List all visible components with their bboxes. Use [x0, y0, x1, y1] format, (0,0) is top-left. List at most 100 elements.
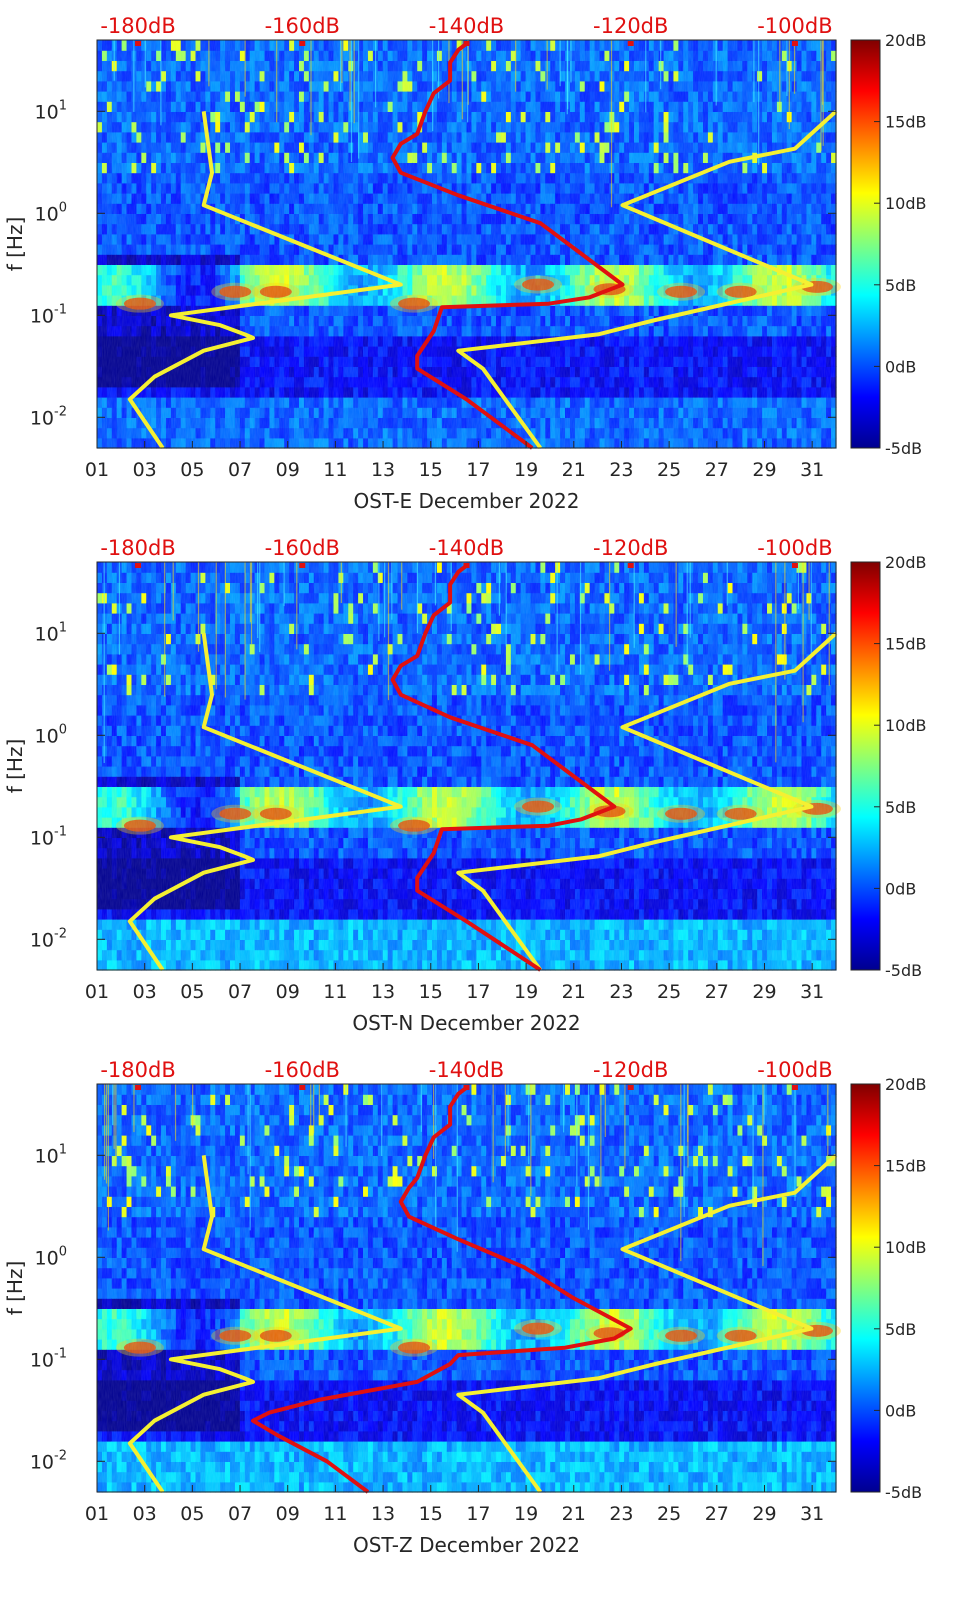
top-db-tick	[463, 41, 470, 46]
top-db-label: -160dB	[265, 1058, 340, 1082]
x-tick-label: 07	[228, 459, 252, 481]
top-db-label: -120dB	[593, 1058, 668, 1082]
x-tick-label: 29	[752, 981, 776, 1003]
top-db-tick	[791, 1085, 798, 1090]
x-tick-label: 31	[800, 459, 824, 481]
x-tick-label: 11	[323, 1503, 347, 1525]
x-tick-label: 29	[752, 459, 776, 481]
top-db-label: -100dB	[757, 14, 832, 38]
x-tick-label: 31	[800, 981, 824, 1003]
colorbar-label: -5dB	[885, 961, 922, 980]
x-tick-label: 03	[133, 459, 157, 481]
x-tick-label: 07	[228, 1503, 252, 1525]
colorbar-label: 15dB	[885, 113, 927, 132]
top-db-label: -100dB	[757, 1058, 832, 1082]
colorbar-label: 15dB	[885, 635, 927, 654]
x-tick-label: 21	[562, 1503, 586, 1525]
y-tick-label: 10-1	[30, 824, 67, 849]
top-db-tick	[627, 41, 634, 46]
colorbar-label: 15dB	[885, 1157, 927, 1176]
y-axis-title: f [Hz]	[3, 1261, 27, 1316]
y-tick-label: 10-2	[30, 1448, 67, 1473]
x-tick-label: 15	[419, 459, 443, 481]
x-tick-label: 19	[514, 981, 538, 1003]
top-db-label: -180dB	[100, 14, 175, 38]
psd-curve-line	[251, 1086, 633, 1494]
colorbar-label: 5dB	[885, 798, 916, 817]
x-tick-label: 17	[466, 981, 490, 1003]
x-axis-title: OST-E December 2022	[354, 489, 580, 513]
top-db-tick	[135, 563, 142, 568]
top-db-tick	[299, 563, 306, 568]
top-db-label: -140dB	[429, 1058, 504, 1082]
x-tick-label: 19	[514, 1503, 538, 1525]
y-tick-label: 10-2	[30, 926, 67, 951]
colorbar-label: 0dB	[885, 879, 916, 898]
x-tick-label: 03	[133, 981, 157, 1003]
colorbar-label: 20dB	[885, 553, 927, 572]
colorbar-label: 0dB	[885, 1401, 916, 1420]
x-tick-label: 23	[609, 1503, 633, 1525]
y-tick-label: 10-1	[30, 1346, 67, 1371]
x-tick-label: 15	[419, 1503, 443, 1525]
x-tick-label: 19	[514, 459, 538, 481]
noise-model-high-line	[456, 1153, 838, 1494]
x-tick-label: 17	[466, 1503, 490, 1525]
plot-frame	[96, 561, 837, 971]
x-tick-label: 07	[228, 981, 252, 1003]
x-tick-label: 29	[752, 1503, 776, 1525]
noise-model-high-line	[456, 631, 838, 972]
x-tick-label: 01	[85, 459, 109, 481]
x-tick-label: 15	[419, 981, 443, 1003]
x-tick-label: 05	[180, 459, 204, 481]
colorbar-label: 5dB	[885, 276, 916, 295]
colorbar-label: -5dB	[885, 1483, 922, 1502]
x-tick-label: 05	[180, 981, 204, 1003]
colorbar-label: 10dB	[885, 194, 927, 213]
top-db-label: -180dB	[100, 536, 175, 560]
x-tick-label: 09	[276, 459, 300, 481]
x-tick-label: 27	[705, 459, 729, 481]
top-db-tick	[135, 41, 142, 46]
top-db-label: -120dB	[593, 14, 668, 38]
plot-frame	[96, 1083, 837, 1493]
top-db-tick	[299, 1085, 306, 1090]
noise-model-low-line	[127, 633, 403, 972]
colorbar	[850, 1083, 881, 1493]
top-db-tick	[791, 41, 798, 46]
top-db-tick	[791, 563, 798, 568]
colorbar-label: 20dB	[885, 1075, 927, 1094]
top-db-label: -100dB	[757, 536, 832, 560]
x-tick-label: 11	[323, 459, 347, 481]
colorbar-label: 20dB	[885, 31, 927, 50]
colorbar-label: 5dB	[885, 1320, 916, 1339]
colorbar	[850, 561, 881, 971]
y-tick-label: 101	[35, 98, 67, 123]
top-db-label: -120dB	[593, 536, 668, 560]
x-tick-label: 25	[657, 981, 681, 1003]
x-axis-title: OST-N December 2022	[352, 1011, 580, 1035]
x-tick-label: 11	[323, 981, 347, 1003]
x-tick-label: 13	[371, 459, 395, 481]
y-tick-label: 101	[35, 1142, 67, 1167]
x-tick-label: 31	[800, 1503, 824, 1525]
x-tick-label: 27	[705, 1503, 729, 1525]
x-tick-label: 01	[85, 1503, 109, 1525]
x-tick-label: 23	[609, 459, 633, 481]
x-tick-label: 17	[466, 459, 490, 481]
x-axis-title: OST-Z December 2022	[353, 1533, 580, 1557]
top-db-tick	[463, 1085, 470, 1090]
x-tick-label: 05	[180, 1503, 204, 1525]
x-tick-label: 25	[657, 459, 681, 481]
plot-frame	[96, 39, 837, 449]
heatmap-cells	[97, 562, 841, 971]
x-tick-label: 01	[85, 981, 109, 1003]
x-tick-label: 21	[562, 459, 586, 481]
y-tick-label: 100	[35, 1244, 67, 1269]
noise-model-low-line	[127, 1155, 403, 1494]
spectrogram-panel-north: 01 03 05 07 09 11 13 15 17 19 21 23 25 27 29 31 101 100 10…	[3, 536, 927, 1035]
top-db-label: -160dB	[265, 14, 340, 38]
psd-curve-line	[390, 564, 617, 972]
y-tick-label: 100	[35, 200, 67, 225]
heatmap-cells	[97, 40, 841, 449]
